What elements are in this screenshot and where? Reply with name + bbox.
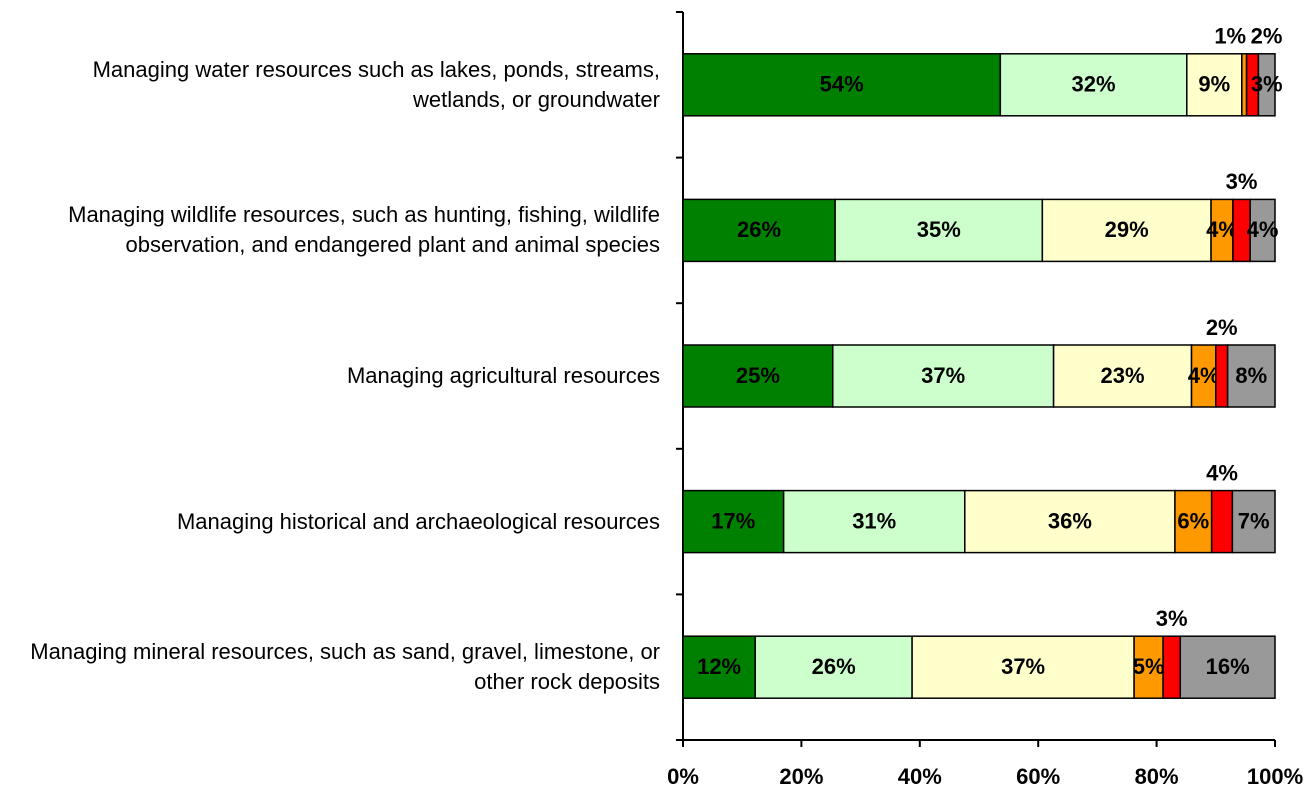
- bar-segment: [1257, 53, 1276, 117]
- bar-segment: [1190, 344, 1217, 408]
- data-label: 3%: [1251, 72, 1283, 97]
- bar-segment: [1186, 53, 1243, 117]
- bar-segment: [1179, 635, 1276, 699]
- x-tick-label: 20%: [779, 764, 823, 789]
- bar-segment: [682, 489, 785, 554]
- x-tick-label: 60%: [1016, 764, 1060, 789]
- category-label: Managing mineral resources, such as sand…: [30, 639, 660, 695]
- data-label: 29%: [1105, 217, 1149, 242]
- data-label: 7%: [1238, 508, 1270, 533]
- bar-segment: [999, 53, 1188, 117]
- bar-segment: [964, 489, 1176, 554]
- bar-segment: [682, 635, 756, 699]
- data-label: 54%: [820, 72, 864, 97]
- data-label: 1%: [1214, 24, 1246, 49]
- bar-segment: [682, 198, 836, 263]
- bar-segment: [1215, 344, 1229, 408]
- data-label: 17%: [711, 508, 755, 533]
- data-label: 16%: [1206, 654, 1250, 679]
- data-label: 4%: [1188, 363, 1220, 388]
- data-label: 3%: [1156, 606, 1188, 631]
- category-label: Managing agricultural resources: [346, 363, 660, 388]
- data-label: 32%: [1072, 72, 1116, 97]
- bar-segment: [682, 344, 834, 408]
- data-label: 4%: [1206, 460, 1238, 485]
- bar-segment: [1249, 198, 1276, 263]
- bar-segment: [832, 344, 1055, 408]
- bar-segment: [782, 489, 966, 554]
- bar-segment: [1133, 635, 1164, 699]
- bar-segment: [1231, 489, 1276, 554]
- x-tick-label: 40%: [898, 764, 942, 789]
- data-label: 8%: [1235, 363, 1267, 388]
- bar-segment: [1162, 635, 1182, 699]
- data-label: 9%: [1198, 72, 1230, 97]
- bar-segment: [834, 198, 1044, 263]
- x-tick-label: 80%: [1135, 764, 1179, 789]
- data-label: 12%: [697, 654, 741, 679]
- data-label: 37%: [1001, 654, 1045, 679]
- x-tick-label: 100%: [1247, 764, 1303, 789]
- data-label: 31%: [852, 508, 896, 533]
- data-label: 5%: [1133, 654, 1165, 679]
- data-label: 3%: [1226, 169, 1258, 194]
- data-label: 36%: [1048, 508, 1092, 533]
- category-label: Managing wildlife resources, such as hun…: [68, 202, 660, 258]
- bar-segment: [682, 53, 1002, 117]
- data-label: 26%: [737, 217, 781, 242]
- data-label: 4%: [1247, 217, 1279, 242]
- data-label: 23%: [1101, 363, 1145, 388]
- data-label: 37%: [921, 363, 965, 388]
- bar-segment: [1210, 489, 1234, 554]
- data-label: 35%: [917, 217, 961, 242]
- bar-segment: [1052, 344, 1193, 408]
- category-label: Managing historical and archaeological r…: [176, 508, 660, 534]
- data-label: 25%: [736, 363, 780, 388]
- data-label: 2%: [1206, 315, 1238, 340]
- bar-segment: [1226, 344, 1276, 408]
- x-tick-label: 0%: [667, 764, 699, 789]
- data-label: 26%: [812, 654, 856, 679]
- bar-segment: [911, 635, 1135, 699]
- data-label: 6%: [1177, 508, 1209, 533]
- data-label: 2%: [1251, 24, 1283, 49]
- category-label: Managing water resources such as lakes, …: [92, 56, 660, 112]
